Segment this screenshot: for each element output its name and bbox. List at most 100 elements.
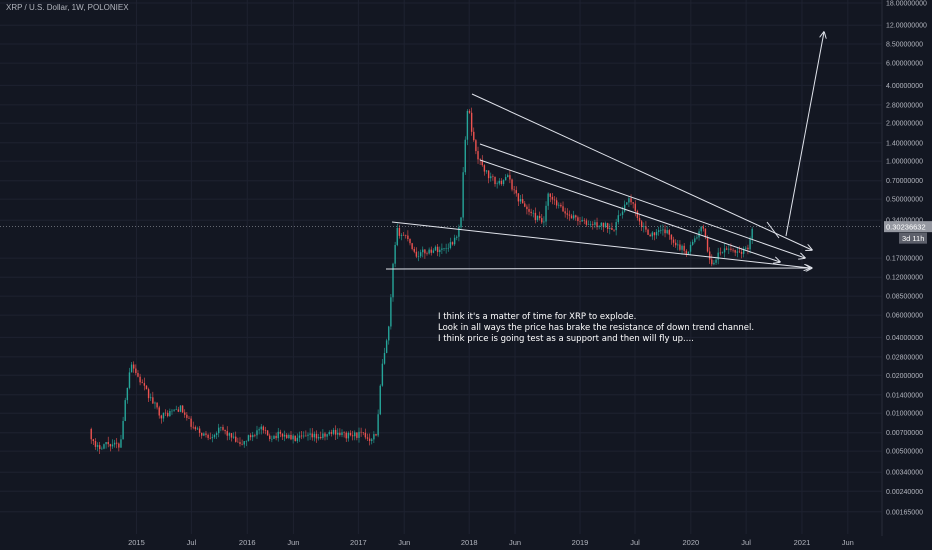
time-tick-label: 2018 — [461, 538, 478, 547]
candle-body — [383, 352, 386, 364]
candle-body — [413, 248, 415, 252]
candle-body — [572, 215, 575, 219]
price-tick-label: 2.80000000 — [886, 102, 923, 109]
candle-body — [596, 222, 598, 228]
candle-body — [555, 200, 558, 206]
candle-body — [328, 432, 330, 435]
candle-body — [145, 385, 148, 390]
candle-body — [130, 364, 133, 373]
candle-body — [583, 220, 585, 221]
trendline-upper[interactable] — [471, 93, 812, 250]
candle-body — [347, 432, 350, 439]
candle-body — [124, 400, 126, 421]
time-tick-label: 2019 — [572, 538, 589, 547]
candle-body — [292, 435, 294, 440]
candle-body — [628, 198, 630, 203]
candle-body — [509, 175, 511, 180]
candle-body — [453, 237, 456, 245]
candle-body — [283, 434, 286, 437]
candle-body — [247, 435, 250, 441]
candle-body — [551, 196, 554, 200]
candle-body — [632, 202, 634, 204]
candle-body — [619, 214, 622, 216]
candle-body — [713, 262, 715, 265]
time-axis-labels: 2015 Jul 2016 Jun 2017 Jun 2018 Jun 2019 Jul 2020 J… — [128, 538, 854, 547]
candle-body — [587, 224, 590, 226]
time-tick-label: 2021 — [794, 538, 811, 547]
candle-body — [158, 407, 160, 416]
candle-body — [264, 430, 267, 431]
candle-body — [215, 433, 218, 435]
candle-body — [411, 243, 413, 249]
time-tick-label: Jul — [741, 538, 751, 547]
candle-body — [120, 439, 122, 448]
candle-body — [460, 217, 462, 228]
time-axis[interactable] — [0, 536, 932, 550]
candle-body — [534, 212, 537, 221]
price-tick-label: 0.01400000 — [886, 392, 923, 399]
candle-body — [606, 223, 609, 230]
candle-body — [477, 151, 479, 160]
candle-body — [235, 436, 237, 442]
candle-body — [245, 440, 248, 442]
price-axis-labels: 18.00000000 12.00000000 8.50000000 6.000000… — [886, 1, 927, 517]
candle-body — [589, 224, 592, 225]
support-line[interactable] — [385, 268, 812, 269]
candle-body — [547, 193, 549, 206]
candle-body — [723, 248, 726, 253]
current-price-label: 0.30236632 — [886, 222, 926, 231]
candle-body — [422, 249, 424, 253]
candle-body — [275, 435, 277, 439]
candle-body — [456, 236, 458, 238]
candle-body — [577, 217, 579, 222]
candle-body — [740, 252, 743, 254]
candle-body — [566, 213, 568, 215]
candle-body — [585, 220, 588, 225]
candle-body — [122, 420, 124, 440]
candle-body — [230, 433, 233, 438]
candle-body — [118, 443, 120, 448]
candle-body — [400, 234, 403, 236]
candle-body — [141, 382, 143, 384]
price-axis[interactable] — [882, 0, 932, 550]
candle-body — [481, 160, 483, 166]
candle-body — [545, 205, 547, 222]
candle-body — [218, 427, 220, 434]
trendline-middle[interactable] — [479, 143, 805, 258]
candle-body — [630, 198, 632, 203]
candle-body — [517, 193, 520, 202]
trendline-lower[interactable] — [391, 221, 810, 268]
trendline-channel[interactable] — [479, 159, 780, 262]
candle-body — [175, 409, 177, 410]
candle-body — [249, 435, 252, 438]
candle-body — [732, 249, 734, 251]
candle-body — [553, 199, 556, 201]
candle-body — [700, 226, 702, 232]
projection-arrow[interactable] — [766, 221, 780, 239]
candle-body — [201, 432, 203, 436]
trendline-drawings[interactable] — [385, 32, 824, 269]
candle-body — [337, 432, 339, 435]
candle-body — [326, 434, 328, 437]
candle-body — [356, 432, 358, 438]
candle-body — [213, 434, 216, 438]
candle-body — [664, 229, 666, 234]
candle-body — [177, 409, 180, 412]
candle-body — [137, 373, 139, 377]
candle-body — [156, 402, 158, 408]
price-tick-label: 0.50000000 — [886, 197, 923, 204]
price-tick-label: 0.02800000 — [886, 354, 923, 361]
projection-arrow-head[interactable] — [785, 32, 824, 237]
candle-body — [164, 412, 167, 414]
candle-body — [638, 218, 641, 222]
candle-body — [426, 253, 428, 254]
candle-body — [135, 368, 137, 374]
price-tick-label: 8.50000000 — [886, 42, 923, 49]
candle-body — [747, 247, 749, 250]
candle-body — [362, 432, 364, 434]
candle-body — [107, 442, 109, 445]
candle-body — [388, 326, 390, 341]
candle-body — [96, 445, 99, 447]
candle-body — [549, 193, 551, 197]
